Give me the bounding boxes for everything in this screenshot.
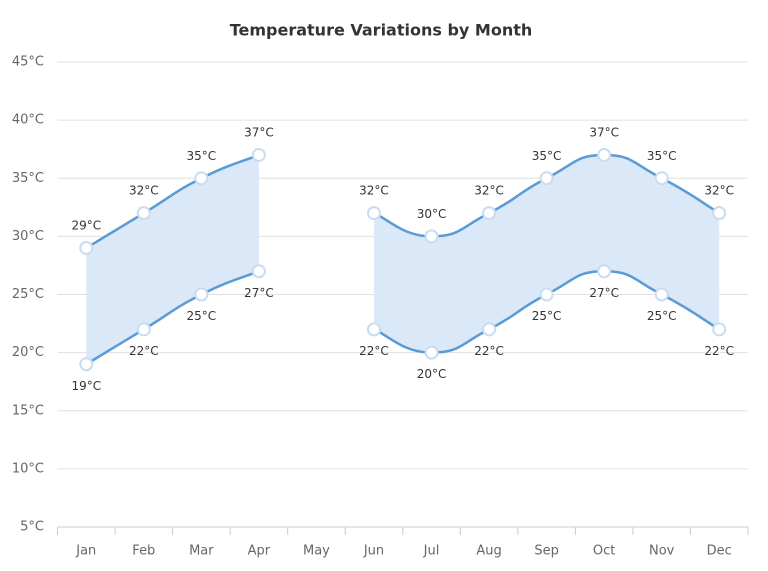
data-label: 30°C	[417, 207, 447, 221]
x-tick-label: Dec	[707, 544, 732, 559]
point	[136, 322, 151, 337]
y-tick-label: 45°C	[12, 55, 44, 70]
data-label: 35°C	[647, 149, 677, 163]
y-tick-label: 40°C	[12, 113, 44, 128]
y-tick-label: 20°C	[12, 345, 44, 360]
data-label: 19°C	[71, 379, 101, 393]
point	[79, 241, 94, 255]
x-tick-label: Jul	[423, 544, 440, 559]
range-fill	[86, 155, 259, 365]
point	[424, 229, 439, 244]
x-tick-label: May	[303, 544, 330, 559]
point	[194, 287, 209, 302]
point	[597, 148, 612, 162]
data-label: 35°C	[532, 149, 562, 163]
data-label: 32°C	[129, 184, 159, 198]
point	[424, 345, 439, 360]
x-tick-label: Aug	[476, 544, 501, 559]
point	[482, 206, 497, 221]
data-label: 20°C	[417, 367, 447, 381]
x-tick-label: Feb	[132, 544, 155, 559]
point	[539, 171, 554, 186]
range-fill	[373, 155, 720, 353]
point	[539, 287, 554, 302]
point	[79, 357, 94, 372]
x-tick-label: Oct	[593, 544, 615, 559]
data-label: 25°C	[532, 309, 562, 323]
x-tick-label: Mar	[189, 544, 214, 559]
data-label: 25°C	[647, 309, 677, 323]
point	[366, 206, 381, 221]
y-tick-label: 5°C	[20, 520, 44, 535]
point	[712, 206, 727, 221]
point	[136, 206, 151, 221]
y-tick-label: 25°C	[12, 287, 44, 302]
range-line	[85, 270, 260, 366]
data-label: 22°C	[359, 344, 389, 358]
y-tick-label: 30°C	[12, 229, 44, 244]
point	[366, 322, 381, 337]
x-tick-label: Jun	[363, 544, 384, 559]
point	[482, 322, 497, 337]
point	[654, 287, 669, 302]
data-label: 27°C	[244, 286, 274, 300]
y-tick-label: 15°C	[12, 403, 44, 418]
point	[251, 264, 266, 279]
x-tick-label: Nov	[649, 544, 675, 559]
point	[597, 264, 612, 279]
point	[251, 148, 266, 162]
data-label: 22°C	[129, 344, 159, 358]
data-label: 22°C	[704, 344, 734, 358]
y-tick-label: 10°C	[12, 461, 44, 476]
chart-title: Temperature Variations by Month	[230, 21, 533, 40]
data-label: 32°C	[704, 184, 734, 198]
y-tick-label: 35°C	[12, 171, 44, 186]
x-tick-label: Sep	[534, 544, 559, 559]
data-label: 32°C	[474, 184, 504, 198]
range-line	[85, 153, 260, 250]
point	[654, 171, 669, 186]
x-tick-label: Apr	[248, 544, 271, 559]
data-label: 32°C	[359, 184, 389, 198]
data-label: 25°C	[187, 309, 217, 323]
point	[194, 171, 209, 186]
data-label: 37°C	[589, 126, 619, 140]
data-label: 27°C	[589, 286, 619, 300]
data-label: 22°C	[474, 344, 504, 358]
point	[712, 322, 727, 337]
data-label: 37°C	[244, 126, 274, 140]
x-tick-label: Jan	[75, 544, 96, 559]
data-label: 35°C	[187, 149, 217, 163]
data-label: 29°C	[71, 219, 101, 233]
